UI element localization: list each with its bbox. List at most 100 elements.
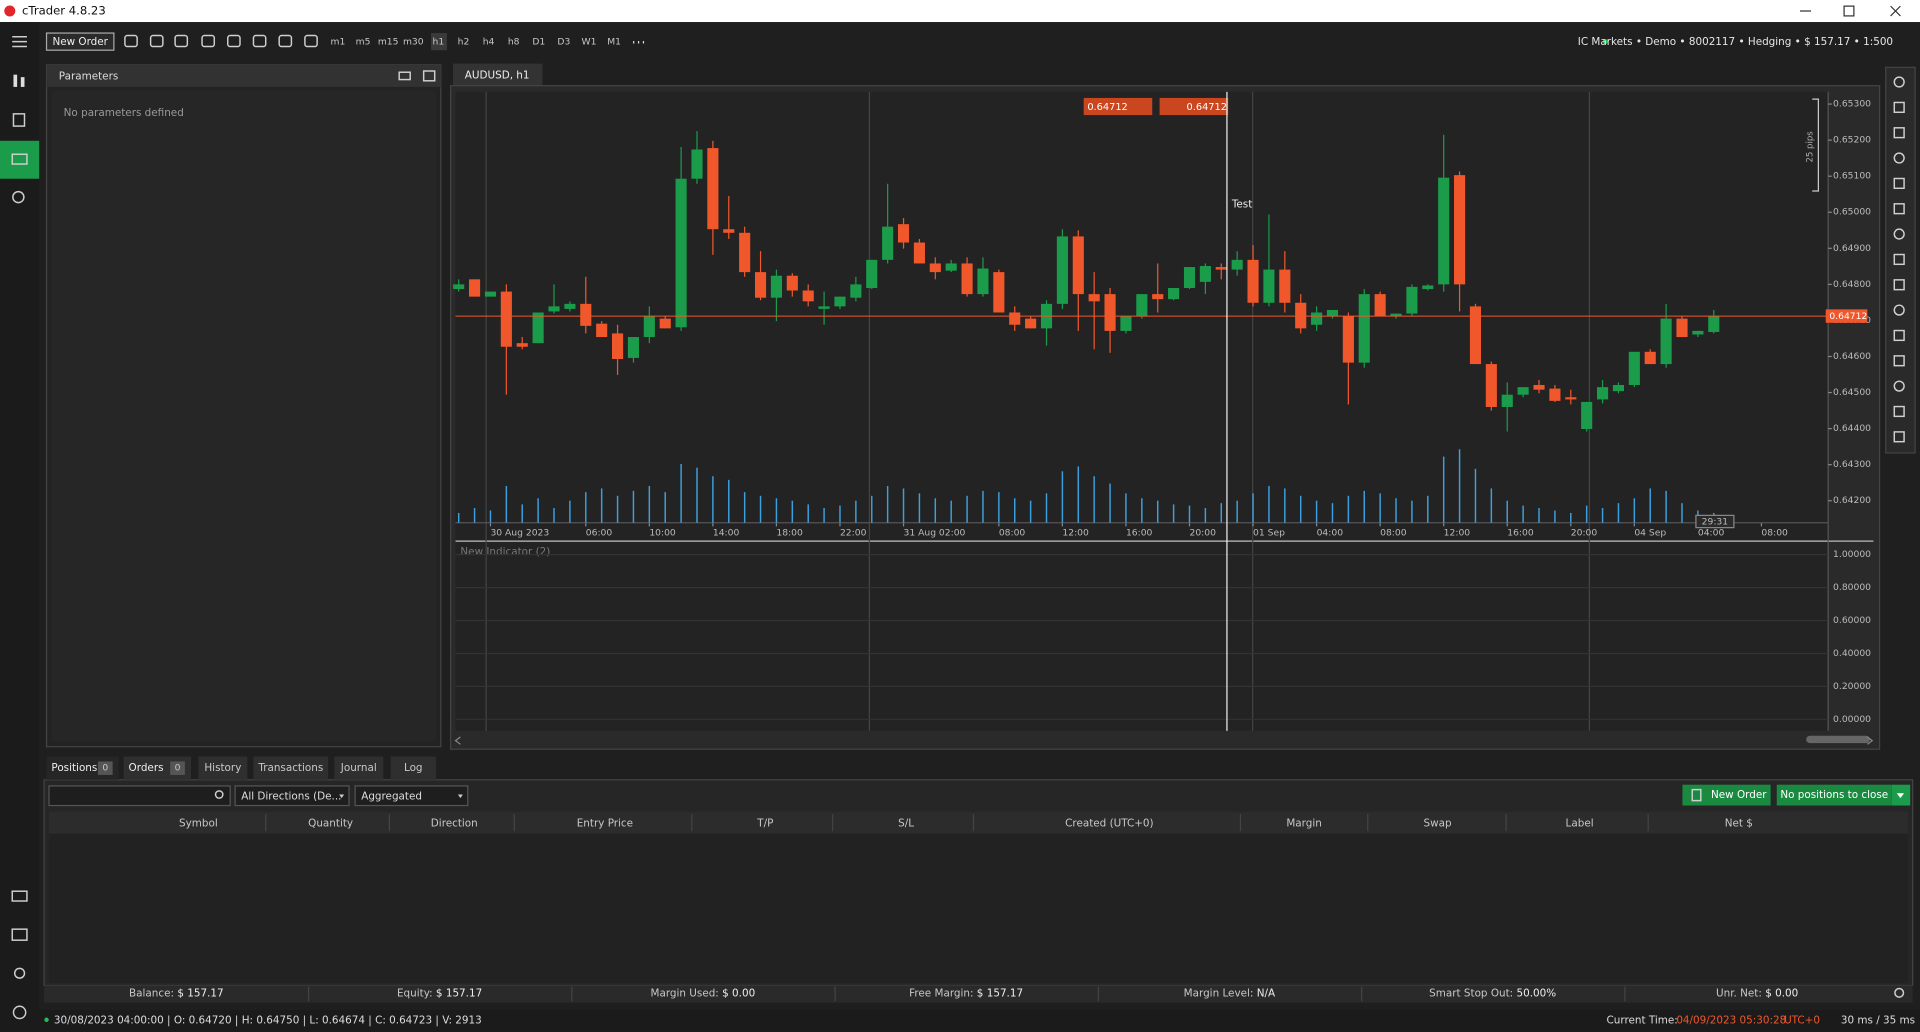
column-header[interactable]: T/P <box>756 817 773 829</box>
timeframe[interactable]: m5 <box>356 37 371 48</box>
column-header[interactable]: S/L <box>898 817 914 829</box>
timeframe[interactable]: h1 <box>433 37 445 48</box>
automate-active[interactable] <box>0 140 40 179</box>
timeframe[interactable]: m1 <box>331 37 346 48</box>
scrollbar-thumb[interactable] <box>1806 735 1870 744</box>
summary-settings[interactable] <box>1894 987 1905 998</box>
toolbar-icon[interactable] <box>201 34 216 48</box>
toolbar-icon[interactable] <box>278 34 293 48</box>
tool-icon[interactable] <box>1893 127 1905 139</box>
direction-filter[interactable]: All Directions (De... <box>241 790 341 802</box>
panel-maximize[interactable] <box>422 70 436 82</box>
tab-label[interactable]: Positions <box>51 762 97 774</box>
toolbar-icon[interactable] <box>227 34 241 48</box>
new-order-green[interactable] <box>1682 784 1771 806</box>
panel-minimize[interactable] <box>398 71 411 81</box>
tab[interactable] <box>253 756 329 780</box>
settings-icon[interactable] <box>13 967 26 979</box>
column-header[interactable]: Swap <box>1424 817 1452 829</box>
tool-icon[interactable] <box>1893 203 1905 215</box>
tool-icon[interactable] <box>1893 101 1905 113</box>
column-header[interactable]: Direction <box>431 817 478 829</box>
news-icon[interactable] <box>11 928 28 941</box>
chart-tab[interactable] <box>453 63 543 86</box>
tool-icon[interactable] <box>1893 253 1905 266</box>
tool-icon[interactable] <box>1893 177 1905 190</box>
candle-body <box>1183 267 1196 288</box>
column-header[interactable]: Symbol <box>179 817 218 829</box>
toolbar-icon[interactable] <box>149 34 164 48</box>
column-header[interactable]: Net $ <box>1725 817 1753 829</box>
column-header[interactable]: Entry Price <box>577 817 633 829</box>
candle-body <box>1199 265 1211 282</box>
column-header[interactable]: Quantity <box>308 817 353 829</box>
timeframe[interactable]: m15 <box>378 37 399 48</box>
analyze-icon[interactable] <box>12 190 25 204</box>
timeframe[interactable]: m30 <box>403 37 424 48</box>
toolbar-icon[interactable] <box>252 34 267 48</box>
new-order-green-label[interactable]: New Order <box>1711 789 1767 801</box>
window-controls[interactable] <box>1800 5 1901 17</box>
help-icon[interactable] <box>12 1005 27 1020</box>
tool-icon[interactable] <box>1893 304 1905 316</box>
column-header[interactable]: Margin <box>1286 817 1322 829</box>
timeframe[interactable]: h4 <box>483 37 495 48</box>
tab[interactable] <box>334 756 384 780</box>
close-all-label[interactable]: No positions to close <box>1780 789 1888 801</box>
toolbar-icon[interactable] <box>124 34 138 48</box>
new-order-button[interactable] <box>45 32 115 51</box>
timeframe[interactable]: W1 <box>582 37 597 48</box>
summary-item: Free Margin: $ 157.17 <box>909 987 1023 999</box>
toolbar-icon[interactable] <box>304 34 318 48</box>
close-all-button[interactable] <box>1776 784 1892 806</box>
timezone[interactable]: UTC+0 <box>1784 1014 1820 1026</box>
search-box[interactable] <box>48 785 231 807</box>
candle-body <box>1025 318 1037 329</box>
tab-label[interactable]: Journal <box>340 762 377 774</box>
direction-dropdown[interactable] <box>234 785 350 807</box>
timeframe[interactable]: D3 <box>557 37 570 48</box>
timeframe[interactable]: h8 <box>508 37 520 48</box>
tool-icon[interactable] <box>1893 228 1905 240</box>
timeframe[interactable]: M1 <box>607 37 621 48</box>
sell-price[interactable]: 0.64712 <box>1087 102 1127 113</box>
buy-price[interactable]: 0.64712 <box>1187 102 1227 113</box>
tab-label[interactable]: Log <box>404 762 423 774</box>
tool-icon[interactable] <box>1893 152 1905 164</box>
chart-tab-label[interactable]: AUDUSD, h1 <box>465 69 530 81</box>
tool-icon[interactable] <box>1893 76 1905 88</box>
tool-icon[interactable] <box>1893 380 1905 392</box>
tool-icon[interactable] <box>1893 279 1905 291</box>
menu-icon[interactable] <box>12 35 27 48</box>
tool-icon[interactable] <box>1893 431 1905 443</box>
column-header[interactable]: Created (UTC+0) <box>1065 817 1153 829</box>
column-header[interactable]: Label <box>1566 817 1594 829</box>
tab-label[interactable]: Orders <box>129 762 164 774</box>
grouping-dropdown[interactable] <box>354 785 469 807</box>
sell-button[interactable] <box>1083 97 1153 116</box>
scroll-arrows[interactable] <box>454 736 1874 745</box>
tab-label[interactable]: History <box>204 762 241 774</box>
copy-icon[interactable] <box>12 113 26 127</box>
volume-bar <box>1109 483 1111 523</box>
timeframe[interactable]: D1 <box>532 37 545 48</box>
volume-bar <box>1490 488 1493 523</box>
toolbar-icon[interactable] <box>174 34 189 48</box>
tab[interactable] <box>390 756 436 780</box>
timeframe[interactable]: h2 <box>458 37 470 48</box>
grouping-filter[interactable]: Aggregated <box>361 790 422 802</box>
restore[interactable] <box>1843 5 1855 17</box>
buy-button[interactable] <box>1159 97 1229 116</box>
tool-icon[interactable] <box>1893 355 1905 367</box>
x-tick-label: 01 Sep <box>1253 528 1285 539</box>
candle-body <box>1469 306 1482 365</box>
tab[interactable] <box>198 756 248 780</box>
tool-icon[interactable] <box>1893 405 1905 418</box>
close[interactable] <box>1890 5 1901 17</box>
trade-icon[interactable] <box>13 74 18 87</box>
store-icon[interactable] <box>11 890 28 902</box>
tool-icon[interactable] <box>1893 329 1905 342</box>
tab-label[interactable]: Transactions <box>257 762 323 774</box>
new-order-label[interactable]: New Order <box>52 36 108 48</box>
x-tick-label: 16:00 <box>1507 528 1534 539</box>
